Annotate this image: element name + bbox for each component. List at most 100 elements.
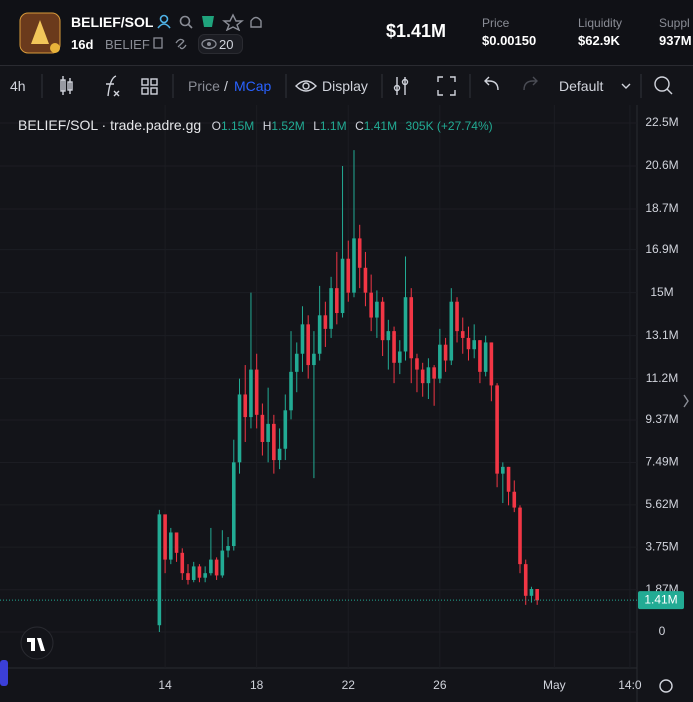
candle-body bbox=[426, 367, 431, 384]
stat-value: $0.00150 bbox=[482, 33, 537, 48]
candle-body bbox=[501, 466, 505, 474]
candle-body bbox=[512, 491, 517, 508]
candle-body bbox=[323, 315, 328, 329]
candle-body bbox=[495, 385, 499, 474]
stat-label: Suppl bbox=[659, 16, 690, 30]
candle-body bbox=[180, 552, 185, 574]
legend-value: 1.41M bbox=[363, 119, 398, 133]
candle-body bbox=[535, 589, 539, 601]
pair: BELIEF/SOL bbox=[71, 14, 154, 30]
candle-body bbox=[472, 340, 477, 350]
candle-body bbox=[226, 546, 230, 551]
candle-body bbox=[312, 353, 316, 366]
candle-body bbox=[260, 414, 265, 442]
candle-body bbox=[403, 297, 408, 352]
candle-body bbox=[163, 514, 167, 560]
candle-body bbox=[523, 564, 528, 596]
candle-body bbox=[380, 301, 385, 341]
x-tick-label: 26 bbox=[433, 678, 447, 692]
y-tick-label: 20.6M bbox=[645, 158, 678, 172]
token-icons[interactable] bbox=[152, 35, 202, 53]
candle-body bbox=[466, 337, 471, 350]
candle-body bbox=[506, 466, 511, 492]
y-tick-label: 13.1M bbox=[645, 328, 678, 342]
chart-background bbox=[0, 105, 693, 702]
candle-body bbox=[529, 589, 534, 596]
candle-body bbox=[214, 559, 219, 576]
candle-body bbox=[231, 462, 236, 547]
candle-body bbox=[483, 342, 488, 372]
grid bbox=[0, 105, 637, 668]
candle-body bbox=[363, 267, 368, 293]
candle-body bbox=[157, 514, 162, 626]
stat-value: $62.9K bbox=[578, 33, 620, 48]
candle-body bbox=[249, 369, 253, 418]
price-toggle[interactable]: Price bbox=[188, 78, 220, 94]
tv-logo[interactable] bbox=[20, 626, 54, 660]
candle-body bbox=[294, 353, 299, 372]
legend: BELIEF/SOL · trade.padre.gg O1.15M H1.52… bbox=[18, 117, 493, 135]
candle-body bbox=[369, 292, 373, 318]
x-tick-label: 14 bbox=[158, 678, 172, 692]
candle-body bbox=[352, 238, 356, 293]
age: 16d bbox=[71, 37, 94, 52]
candle-body bbox=[277, 448, 282, 461]
collapse-arrow[interactable] bbox=[683, 394, 689, 408]
last-price-tag bbox=[638, 591, 684, 610]
axes: 01.87M3.75M5.62M7.49M9.37M11.2M13.1M15M1… bbox=[0, 115, 684, 692]
y-tick-label: 9.37M bbox=[645, 412, 678, 426]
y-tick-label: 15M bbox=[650, 285, 673, 299]
candle-body bbox=[489, 342, 494, 386]
legend-label: L bbox=[313, 119, 320, 133]
toolbar: 4h Price / MCap Display Default bbox=[0, 65, 693, 107]
x-tick-label: 14:0 bbox=[618, 678, 642, 692]
candle-body bbox=[209, 559, 213, 574]
candle-body bbox=[197, 566, 202, 578]
token-icon bbox=[19, 12, 61, 54]
candle-body bbox=[243, 394, 248, 418]
toolbar-icons[interactable] bbox=[0, 66, 693, 106]
settings-icon[interactable] bbox=[659, 679, 673, 693]
x-tick-label: 22 bbox=[342, 678, 356, 692]
y-tick-label: 3.75M bbox=[645, 539, 678, 553]
template-select[interactable]: Default bbox=[559, 78, 604, 94]
y-tick-label: 16.9M bbox=[645, 242, 678, 256]
candle-body bbox=[300, 324, 305, 354]
candle-body bbox=[174, 532, 179, 553]
mcap-toggle[interactable]: MCap bbox=[234, 78, 272, 94]
interval[interactable]: 4h bbox=[10, 78, 26, 94]
side-tab[interactable] bbox=[0, 660, 8, 686]
candle-body bbox=[443, 344, 448, 361]
y-tick-label: 11.2M bbox=[646, 371, 678, 385]
header-icons[interactable] bbox=[156, 13, 271, 31]
candle-body bbox=[306, 324, 310, 366]
candle-body bbox=[266, 423, 270, 442]
candle-body bbox=[346, 258, 351, 293]
candle-body bbox=[272, 423, 276, 461]
y-tick-label: 18.7M bbox=[645, 201, 678, 215]
legend-symbol: BELIEF/SOL · trade.padre.gg bbox=[18, 117, 202, 133]
candle-body bbox=[432, 367, 436, 379]
candle-body bbox=[335, 288, 339, 314]
y-tick-label: 22.5M bbox=[645, 115, 678, 129]
stat-label: Liquidity bbox=[578, 16, 623, 30]
last-price-label: 1.41M bbox=[644, 592, 677, 606]
legend-value: 1.1M bbox=[319, 119, 347, 133]
legend-value: 1.52M bbox=[271, 119, 305, 133]
watchers: 20 bbox=[219, 37, 234, 52]
display-button[interactable]: Display bbox=[322, 78, 368, 94]
watchers-box bbox=[198, 34, 243, 54]
legend-value: 1.15M bbox=[220, 119, 255, 133]
legend-label: C bbox=[355, 119, 364, 133]
candles bbox=[157, 150, 539, 632]
candle-body bbox=[220, 550, 225, 576]
candle-body bbox=[375, 301, 379, 318]
candle-body bbox=[415, 358, 419, 370]
market-cap: $1.41M bbox=[386, 21, 447, 41]
candle-body bbox=[254, 369, 259, 415]
candle-body bbox=[438, 344, 442, 379]
stat-label: Price bbox=[482, 16, 510, 30]
candle-body bbox=[283, 410, 288, 449]
candle-body bbox=[329, 288, 333, 329]
